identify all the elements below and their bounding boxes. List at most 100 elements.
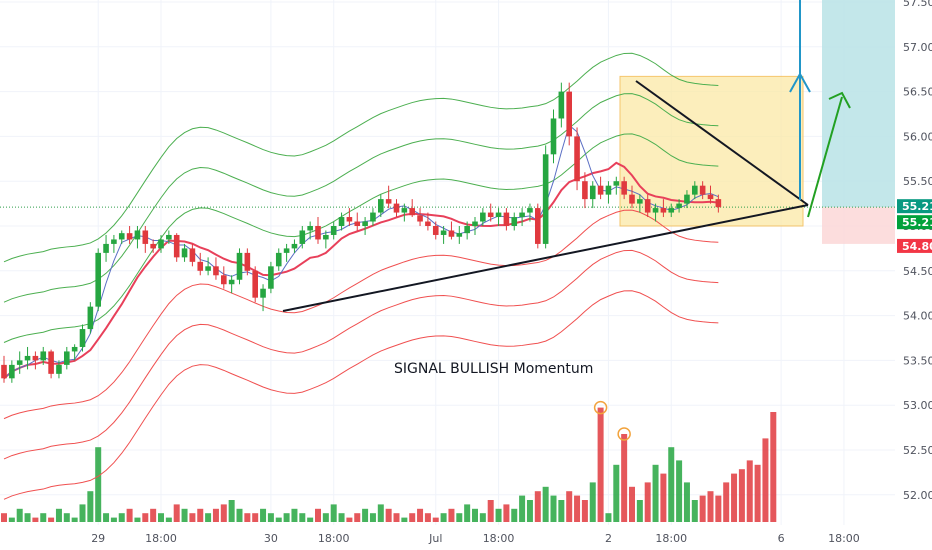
volume-bar [126,508,133,522]
candle [354,221,361,226]
volume-bar [754,464,761,522]
volume-bar [252,513,259,522]
candle [644,199,651,213]
volume-bar [432,517,439,522]
volume-bar [621,434,628,522]
candle [715,199,722,208]
price-tick-label: 55.50 [903,175,932,188]
candle [158,239,164,249]
candle [597,185,604,195]
bullish-arrow [807,96,843,218]
candle [189,248,196,262]
candle [268,266,274,289]
candle [134,230,141,240]
volume-bar [550,495,557,522]
candle [221,275,227,285]
volume-bar [260,508,267,522]
price-tick-label: 56.50 [903,86,932,99]
volume-bar [424,513,431,522]
candle [330,226,337,235]
volume-bar [503,504,510,522]
volume-bar [660,473,667,522]
candle [621,181,627,195]
volume-bar [212,508,219,522]
price-tick-label: 57.50 [903,0,932,9]
volume-bar [283,513,290,522]
volume-bar [448,508,455,522]
volume-bar [197,508,204,522]
candle [550,118,557,155]
candle [511,217,518,226]
volume-bar [291,508,298,522]
time-tick-label: 2 [605,532,612,545]
volume-bar [95,447,102,522]
price-tag: 55.21 [897,215,932,230]
time-tick-label: 18:00 [655,532,687,545]
candle [417,215,423,222]
price-tag-bg [897,199,932,214]
candle [9,364,15,379]
volume-bar [574,495,581,522]
candle [79,329,86,347]
volume-bar [150,508,157,522]
volume-bar [456,513,463,522]
candle [707,194,714,200]
lower-band [3,249,719,460]
candle [684,194,690,204]
volume-bar [668,447,675,522]
volume-bar [644,482,651,522]
volume-bar [134,517,141,522]
volume-bar [417,508,424,522]
price-axis[interactable]: 52.0052.5053.0053.5054.0054.5055.0055.50… [897,0,932,502]
candle [64,351,70,365]
volume-bar [770,412,777,522]
candle [338,217,345,226]
volume-bar [205,513,212,522]
volume-bar [369,513,376,522]
volume-bar [605,513,612,522]
candle [629,194,635,204]
candle [56,364,62,374]
price-tick-label: 53.50 [903,354,932,367]
moving-average-red [3,161,719,380]
resistance-trendline [635,80,809,206]
volume-bar [63,513,70,522]
time-tick-label: 6 [778,532,785,545]
position-zones [0,0,895,244]
price-tick-label: 54.50 [903,265,932,278]
volume-bar [691,500,698,522]
candle [589,185,596,200]
volume-bar [723,482,730,522]
volume-bar [707,491,714,522]
candle [668,208,675,213]
volume-bar [173,504,180,522]
volume-bar [330,504,337,522]
time-axis[interactable]: 29 18:00 30 18:00 Jul 18:00 2 18:00 6 18:00 [91,532,860,545]
price-tick-label: 56.00 [903,130,932,143]
candle [378,199,384,213]
candle [118,233,125,240]
candle [150,243,156,249]
volume-bar [299,513,306,522]
volume-bar [393,513,400,522]
indicator-bands [3,52,719,500]
candle [346,217,353,222]
volume-bar [613,464,620,522]
candle [323,234,329,240]
price-tick-label: 52.50 [903,444,932,457]
upper-band [3,133,719,343]
time-tick-label: 18:00 [828,532,860,545]
volume-bar [652,464,659,522]
price-tick-label: 54.00 [903,310,932,323]
volume-bar [244,513,251,522]
candle [464,226,470,234]
lower-band [3,290,719,500]
price-tick-label: 52.00 [903,489,932,502]
volume-bar [589,482,596,522]
candle [1,364,7,379]
candle [676,203,682,209]
price-tick-label: 53.00 [903,399,932,412]
volume-bar [189,513,196,522]
lower-band [3,209,719,420]
